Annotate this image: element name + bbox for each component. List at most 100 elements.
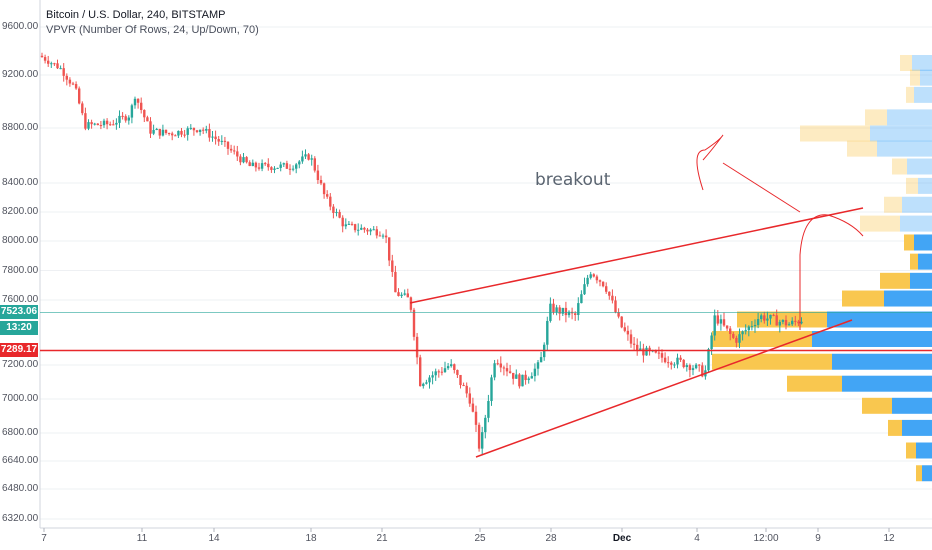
candle xyxy=(171,131,174,141)
chart-grid xyxy=(39,0,932,532)
candle-body xyxy=(347,223,351,225)
candle xyxy=(632,337,636,351)
candle-body xyxy=(394,271,397,293)
candle xyxy=(691,365,695,376)
candle xyxy=(124,114,127,123)
candle-body xyxy=(65,75,68,80)
candle xyxy=(474,405,478,432)
candle-body xyxy=(208,128,211,138)
candle-body xyxy=(205,128,208,131)
candle-body xyxy=(487,401,490,418)
candle xyxy=(419,354,422,387)
volume-bar-up xyxy=(902,196,932,213)
volume-bar-up xyxy=(887,109,932,126)
candle xyxy=(412,307,416,341)
candle-body xyxy=(369,229,372,232)
lower-trendline xyxy=(475,319,853,458)
candle xyxy=(93,122,96,126)
candle xyxy=(629,329,633,348)
candle-body xyxy=(725,325,729,329)
candle-body xyxy=(533,368,537,377)
volume-bar-up xyxy=(892,397,932,414)
candle-body xyxy=(530,376,533,379)
candle-body xyxy=(62,68,65,76)
candle-body xyxy=(118,115,121,123)
candle-body xyxy=(412,309,416,337)
candle-body xyxy=(450,364,453,367)
candle-body xyxy=(440,371,444,373)
horizontal-line-tag: 7289.17 xyxy=(0,343,38,357)
volume-bar-down xyxy=(712,353,832,370)
candle-body xyxy=(722,319,726,326)
candle xyxy=(329,193,332,211)
candle xyxy=(217,135,220,146)
candle xyxy=(676,353,679,369)
candle xyxy=(338,209,341,219)
candle-body xyxy=(53,63,56,65)
candle xyxy=(744,324,747,335)
candle-body xyxy=(465,385,468,394)
volume-bar-up xyxy=(918,253,932,270)
candle xyxy=(285,160,289,169)
candle-body xyxy=(295,164,298,169)
candle xyxy=(84,107,87,131)
candle-body xyxy=(552,303,555,313)
candle xyxy=(87,119,90,131)
candle-body xyxy=(648,347,651,351)
candle xyxy=(450,359,453,368)
breakout-annotation[interactable]: breakout xyxy=(535,170,611,190)
candle-body xyxy=(233,150,236,152)
candle-body xyxy=(93,123,96,125)
candle xyxy=(121,112,124,120)
candle-body xyxy=(791,320,794,325)
candle-body xyxy=(388,237,391,261)
candle-body xyxy=(285,163,289,169)
candle-body xyxy=(217,139,220,142)
candle-body xyxy=(456,369,459,375)
candle xyxy=(189,124,192,130)
volume-bar-up xyxy=(922,465,932,482)
candle xyxy=(496,359,499,366)
candle-body xyxy=(167,132,171,134)
candle xyxy=(543,342,546,361)
candle xyxy=(446,362,450,370)
candle xyxy=(688,363,692,378)
candle xyxy=(158,128,161,139)
candle xyxy=(68,77,72,87)
candle-body xyxy=(574,313,577,316)
candle-body xyxy=(760,315,763,320)
candle-body xyxy=(301,156,304,162)
candle xyxy=(589,271,592,280)
candle-body xyxy=(496,363,499,365)
arrow-line xyxy=(722,162,801,213)
candle-body xyxy=(366,229,369,232)
candle xyxy=(133,96,137,109)
candle-body xyxy=(474,411,478,425)
candle-body xyxy=(363,227,366,230)
candle xyxy=(636,338,639,356)
candle xyxy=(291,165,295,172)
candle-body xyxy=(291,168,295,170)
candle-body xyxy=(738,334,741,343)
candle xyxy=(747,325,750,337)
time-axis-label: 21 xyxy=(376,533,388,544)
price-axis-label: 9600.00 xyxy=(2,21,39,32)
candle-body xyxy=(617,312,620,317)
candle xyxy=(722,312,726,327)
candle-body xyxy=(508,371,512,373)
candle xyxy=(155,127,158,131)
candle-body xyxy=(183,134,186,136)
candle xyxy=(732,331,735,340)
time-axis-label: 12:00 xyxy=(753,533,779,544)
price-axis-label: 7800.00 xyxy=(2,264,39,276)
candle xyxy=(378,231,382,237)
candle xyxy=(384,229,388,244)
candle-body xyxy=(512,372,515,379)
candle-body xyxy=(353,224,357,231)
candle xyxy=(298,160,301,169)
candle xyxy=(707,347,710,372)
candle xyxy=(220,135,223,145)
candle xyxy=(595,274,599,284)
candle-body xyxy=(747,326,750,331)
